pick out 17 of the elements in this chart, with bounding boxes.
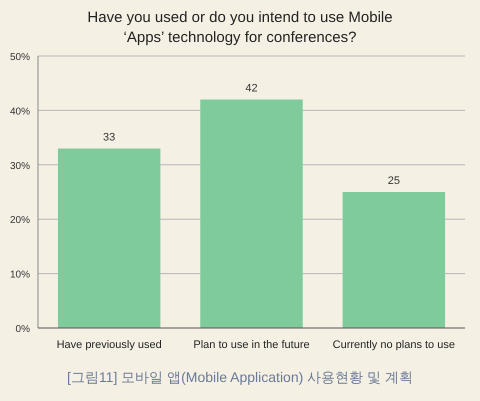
- y-tick-label: 0%: [16, 324, 30, 335]
- bar: [200, 100, 303, 328]
- y-tick-label: 40%: [10, 106, 30, 118]
- bar: [58, 148, 160, 328]
- x-tick-label: Currently no plans to use: [332, 339, 455, 351]
- y-tick-label: 20%: [10, 215, 30, 226]
- y-tick-label: 50%: [10, 52, 30, 63]
- x-tick-label: Plan to use in the future: [193, 339, 310, 351]
- data-label: 25: [388, 175, 400, 187]
- bar: [342, 192, 446, 328]
- text: [그림11] 모바일 앱(Mobile Application) 사용현황 및 계획: [67, 369, 413, 385]
- y-tick-label: 30%: [10, 160, 30, 172]
- x-tick-label: Have previously used: [56, 339, 162, 351]
- chart-title: Have you used or do you intend to use Mobile ‘Apps’ technology for conferences?: [87, 9, 393, 46]
- y-tick-label: 10%: [10, 270, 30, 281]
- data-label: 42: [245, 82, 258, 95]
- data-label: 33: [103, 131, 116, 144]
